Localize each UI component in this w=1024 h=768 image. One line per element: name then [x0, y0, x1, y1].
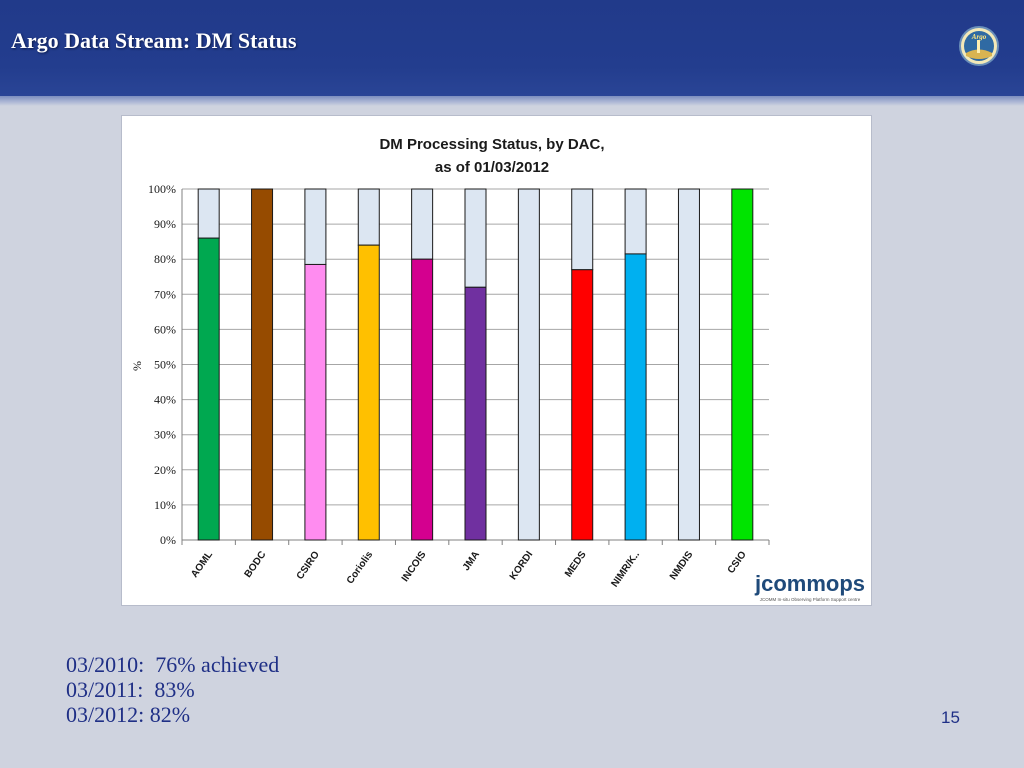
bar	[624, 253, 647, 541]
summary-line: 03/2012: 82%	[66, 702, 191, 727]
bar-remainder	[517, 188, 540, 541]
chart-title: DM Processing Status, by DAC,	[379, 136, 604, 153]
chart-subtitle: as of 01/03/2012	[435, 159, 549, 176]
argo-logo-icon: Argo	[959, 26, 999, 66]
bar	[304, 263, 327, 541]
bar-remainder	[464, 188, 487, 288]
jcommops-tagline: JCOMM In-situ Observing Platform Support…	[760, 597, 861, 602]
y-tick-label: 0%	[160, 533, 176, 547]
y-tick-label: 100%	[148, 182, 176, 196]
jcommops-watermark: jcommops JCOMM In-situ Observing Platfor…	[754, 571, 865, 602]
bar	[411, 258, 434, 541]
slide-header	[0, 0, 1024, 96]
argo-logo-text: Argo	[971, 33, 987, 41]
y-tick-label: 20%	[154, 463, 176, 477]
bar-remainder	[411, 188, 434, 260]
y-tick-label: 70%	[154, 287, 176, 301]
bar-remainder	[677, 188, 700, 541]
bar	[464, 286, 487, 541]
y-tick-label: 50%	[154, 358, 176, 372]
bar	[571, 269, 594, 541]
y-tick-label: 30%	[154, 428, 176, 442]
bar-remainder	[357, 188, 380, 246]
bar-remainder	[624, 188, 647, 255]
jcommops-logo-text: jcommops	[754, 571, 865, 596]
chart-frame: DM Processing Status, by DAC, as of 01/0…	[121, 115, 872, 606]
y-tick-label: 60%	[154, 322, 176, 336]
page-number: 15	[941, 708, 960, 727]
bar	[197, 237, 220, 541]
bar	[731, 188, 754, 541]
y-axis-label: %	[130, 361, 144, 371]
bar-remainder	[197, 188, 220, 239]
y-tick-label: 40%	[154, 393, 176, 407]
summary-line: 03/2011: 83%	[66, 677, 195, 702]
summary-line: 03/2010: 76% achieved	[66, 652, 280, 677]
bar	[357, 244, 380, 541]
y-tick-label: 80%	[154, 252, 176, 266]
slide-title: Argo Data Stream: DM Status	[11, 28, 297, 53]
bar	[251, 188, 274, 541]
dm-status-chart: DM Processing Status, by DAC, as of 01/0…	[123, 117, 870, 604]
header-stripe	[0, 96, 1024, 106]
y-tick-label: 10%	[154, 498, 176, 512]
bar-remainder	[571, 188, 594, 271]
dm-status-summary: 03/2010: 76% achieved 03/2011: 83% 03/20…	[66, 652, 279, 727]
y-tick-label: 90%	[154, 217, 176, 231]
bar-remainder	[304, 188, 327, 265]
